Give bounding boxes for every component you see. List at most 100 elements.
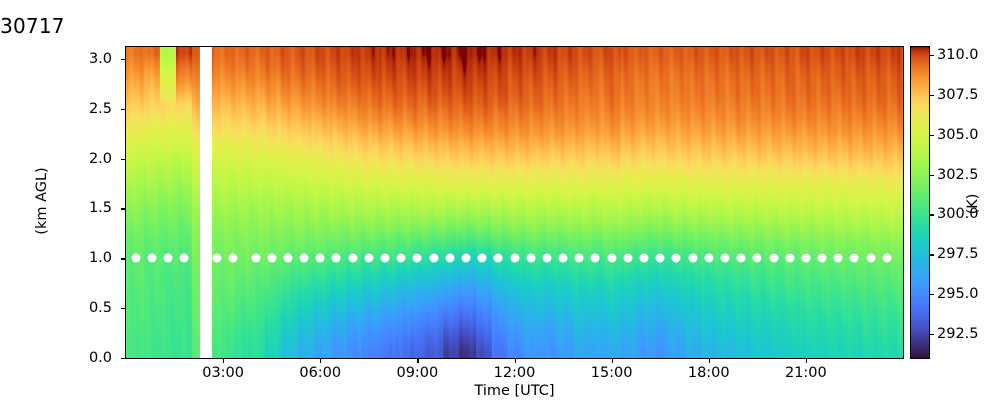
pbl-height-marker-dot	[526, 253, 536, 263]
y-tick-label: 3.0	[88, 50, 112, 67]
colorbar-tick-mark	[930, 94, 934, 97]
pbl-height-marker-dot	[736, 253, 746, 263]
heatmap-image	[126, 47, 903, 358]
x-tick-mark	[320, 359, 322, 363]
x-tick-label: 06:00	[299, 365, 342, 381]
pbl-height-marker-dot	[542, 253, 552, 263]
colorbar-tick-label: 297.5	[937, 246, 979, 263]
y-tick-label: 0.5	[88, 300, 112, 317]
x-axis-title: Time [UTC]	[474, 383, 555, 399]
y-tick-mark	[121, 308, 125, 310]
pbl-height-marker-dot	[801, 253, 811, 263]
pbl-height-marker-dot	[882, 253, 892, 263]
axis-spine-bottom	[125, 358, 904, 360]
pbl-height-marker-dot	[493, 253, 503, 263]
x-tick-mark	[514, 359, 516, 363]
colorbar-tick-mark	[930, 294, 934, 296]
pbl-height-marker-dot	[510, 253, 519, 263]
pbl-height-marker-dot	[348, 253, 358, 263]
x-tick-mark	[417, 359, 419, 363]
pbl-height-marker-dot	[299, 253, 309, 263]
y-tick-mark	[121, 358, 125, 360]
heatmap-plot-area[interactable]	[126, 47, 903, 358]
y-tick-label: 0.0	[88, 350, 112, 366]
pbl-height-marker-dot	[429, 253, 439, 263]
pbl-height-marker-dot	[785, 253, 795, 263]
pbl-height-marker-dot	[671, 253, 681, 263]
pbl-height-marker-dot	[147, 253, 157, 263]
pbl-height-marker-dot	[251, 253, 260, 263]
colorbar-tick-label: 302.5	[937, 166, 979, 183]
pbl-height-marker-dot	[849, 253, 859, 263]
pbl-height-markers	[126, 47, 903, 358]
y-tick-mark	[121, 108, 125, 110]
colorbar-tick-label: 295.0	[937, 286, 979, 303]
pbl-height-marker-dot	[655, 253, 665, 263]
pbl-height-marker-dot	[412, 253, 422, 263]
axis-spine-left	[125, 46, 127, 359]
colorbar-tick-label: 310.0	[937, 46, 979, 63]
x-tick-label: 15:00	[590, 365, 633, 381]
pbl-height-marker-dot	[331, 253, 341, 263]
x-tick-label: 03:00	[202, 365, 245, 381]
colorbar-tick-mark	[930, 254, 934, 256]
pbl-height-marker-dot	[574, 253, 584, 263]
pbl-height-marker-dot	[283, 253, 293, 263]
page-title: 20230717	[0, 14, 65, 38]
pbl-height-marker-dot	[833, 253, 843, 263]
y-tick-mark	[121, 258, 125, 260]
colorbar-title: (K)	[965, 193, 981, 215]
y-tick-mark	[121, 208, 125, 210]
axis-spine-top	[125, 46, 904, 48]
colorbar-tick-mark	[930, 214, 934, 216]
pbl-height-marker-dot	[769, 253, 778, 263]
pbl-height-marker-dot	[688, 253, 698, 263]
pbl-height-marker-dot	[212, 253, 222, 263]
y-tick-mark	[121, 158, 125, 160]
pbl-height-marker-dot	[866, 253, 876, 263]
pbl-height-marker-dot	[179, 253, 189, 263]
pbl-height-marker-dot	[752, 253, 762, 263]
colorbar	[911, 47, 929, 358]
x-tick-label: 12:00	[493, 365, 536, 381]
pbl-height-marker-dot	[364, 253, 374, 263]
x-tick-mark	[708, 359, 710, 363]
pbl-height-marker-dot	[228, 253, 238, 263]
x-tick-label: 09:00	[396, 365, 439, 381]
pbl-height-marker-dot	[558, 253, 568, 263]
pbl-height-marker-dot	[461, 253, 471, 263]
colorbar-tick-label: 292.5	[937, 326, 979, 343]
colorbar-tick-label: 300.0	[937, 206, 979, 223]
pbl-height-marker-dot	[396, 253, 406, 263]
x-tick-mark	[805, 359, 808, 363]
pbl-height-marker-dot	[639, 253, 649, 263]
x-tick-label: 18:00	[687, 365, 730, 381]
colorbar-tick-mark	[930, 54, 934, 57]
y-tick-label: 1.5	[88, 200, 112, 217]
x-tick-mark	[611, 359, 613, 363]
x-tick-label: 21:00	[784, 365, 827, 381]
axis-spine-right	[903, 46, 905, 359]
pbl-height-marker-dot	[315, 253, 325, 263]
pbl-height-marker-dot	[720, 253, 730, 263]
pbl-height-marker-dot	[590, 253, 600, 263]
pbl-height-marker-dot	[477, 253, 487, 263]
colorbar-tick-mark	[930, 334, 934, 336]
y-tick-label: 2.0	[88, 150, 112, 167]
colorbar-tick-label: 307.5	[937, 86, 979, 103]
x-tick-mark	[223, 359, 225, 363]
y-axis-title: (km AGL)	[34, 167, 50, 235]
pbl-height-marker-dot	[380, 253, 390, 263]
pbl-height-marker-dot	[131, 253, 141, 263]
pbl-height-marker-dot	[607, 253, 617, 263]
colorbar-tick-mark	[930, 134, 934, 136]
colorbar-tick-mark	[930, 174, 934, 176]
pbl-height-marker-dot	[267, 253, 277, 263]
pbl-height-marker-dot	[704, 253, 714, 263]
pbl-height-marker-dot	[445, 253, 455, 263]
pbl-height-marker-dot	[817, 253, 827, 263]
colorbar-canvas	[911, 47, 929, 358]
heatmap-canvas	[126, 47, 903, 358]
colorbar-tick-label: 305.0	[937, 126, 979, 143]
